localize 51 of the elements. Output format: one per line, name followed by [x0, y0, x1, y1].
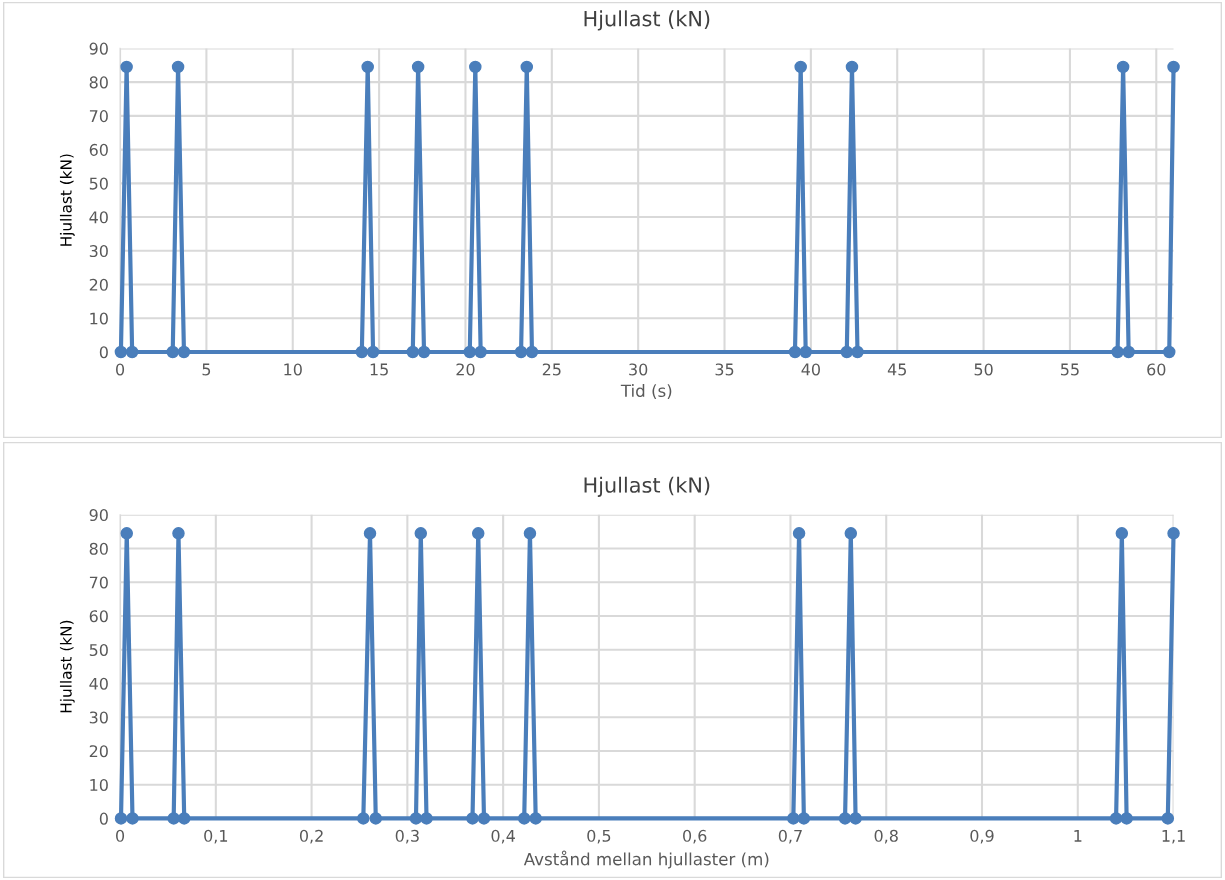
x-tick-label: 0,2 — [299, 829, 323, 844]
x-tick-label: 0 — [116, 363, 125, 376]
y-tick-label: 50 — [89, 177, 108, 190]
chart-title: Hjullast (kN) — [584, 10, 710, 31]
x-tick-label: 0,3 — [395, 829, 419, 844]
x-tick-label: 55 — [1061, 363, 1079, 376]
y-tick-label: 40 — [89, 211, 108, 224]
x-tick-label: 0,1 — [204, 829, 228, 844]
y-axis-title: Hjullast (kN) — [59, 154, 75, 246]
y-tick-label: 10 — [90, 312, 108, 325]
x-tick-label: 1,1 — [1162, 830, 1185, 844]
x-tick-label: 0,4 — [491, 829, 515, 844]
y-tick-label: 20 — [89, 745, 108, 758]
x-tick-label: 40 — [801, 363, 820, 376]
y-tick-label: 50 — [89, 643, 108, 657]
x-tick-label: 25 — [542, 363, 561, 376]
y-tick-label: 10 — [90, 778, 108, 791]
x-tick-label: 10 — [284, 363, 302, 376]
x-tick-label: 45 — [887, 363, 906, 376]
x-tick-label: 0,8 — [874, 829, 898, 844]
y-tick-label: 70 — [89, 576, 108, 589]
x-tick-label: 0,7 — [778, 829, 802, 844]
y-tick-label: 70 — [89, 110, 108, 123]
y-tick-label: 90 — [89, 42, 108, 55]
x-axis-title: Tid (s) — [620, 384, 672, 399]
x-tick-label: 15 — [370, 363, 388, 376]
x-axis-title: Avstånd mellan hjullaster (m) — [523, 850, 769, 869]
x-tick-label: 30 — [629, 363, 648, 376]
x-tick-label: 0,9 — [970, 829, 994, 844]
y-tick-label: 0 — [99, 812, 108, 825]
chart-title: Hjullast (kN) — [584, 476, 710, 497]
y-tick-label: 80 — [89, 542, 108, 555]
y-tick-label: 90 — [89, 509, 108, 522]
x-tick-label: 0 — [116, 829, 125, 842]
x-tick-label: 35 — [715, 363, 734, 376]
y-tick-label: 80 — [89, 76, 108, 89]
y-tick-label: 40 — [89, 677, 108, 690]
x-tick-label: 0,6 — [683, 829, 707, 844]
y-tick-label: 30 — [89, 711, 108, 724]
x-tick-label: 1 — [1074, 830, 1082, 842]
y-tick-label: 30 — [89, 245, 108, 258]
x-tick-label: 0,5 — [587, 829, 611, 844]
x-tick-label: 20 — [456, 363, 475, 376]
y-tick-label: 60 — [89, 143, 108, 156]
y-axis-title: Hjullast (kN) — [59, 620, 75, 713]
y-tick-label: 60 — [89, 610, 108, 623]
x-tick-label: 5 — [202, 363, 211, 376]
x-tick-label: 50 — [974, 363, 993, 376]
x-tick-label: 60 — [1147, 363, 1166, 376]
y-tick-label: 20 — [89, 278, 108, 291]
y-tick-label: 0 — [99, 346, 108, 359]
